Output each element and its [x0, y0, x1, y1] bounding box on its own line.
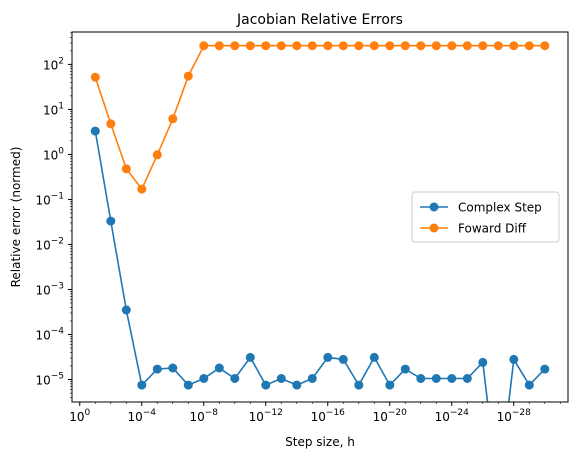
y-tick-label: 100 — [43, 146, 64, 162]
data-point — [90, 72, 100, 82]
x-axis-label: Step size, h — [285, 435, 355, 449]
x-tick-label: 10−4 — [127, 408, 156, 424]
data-point — [478, 357, 488, 367]
data-point — [292, 380, 302, 390]
data-point — [431, 374, 441, 383]
legend-label: Complex Step — [458, 201, 542, 215]
x-tick-label: 100 — [69, 408, 90, 424]
plot-frame — [71, 31, 569, 403]
data-point — [168, 363, 178, 373]
data-point — [493, 41, 503, 51]
data-point — [447, 374, 457, 383]
y-tick-label: 10−1 — [35, 191, 64, 207]
data-point — [199, 41, 209, 51]
y-tick-label: 10−2 — [35, 236, 64, 252]
data-point — [106, 119, 116, 129]
data-point — [152, 364, 162, 374]
data-point — [400, 364, 410, 374]
data-point — [230, 41, 240, 51]
data-point — [338, 41, 348, 51]
data-point — [462, 41, 472, 51]
x-tick-label: 10−12 — [249, 408, 283, 424]
data-point — [276, 41, 286, 51]
data-point — [323, 41, 333, 51]
data-point — [152, 150, 162, 160]
data-point — [462, 374, 472, 383]
y-tick-label: 10−4 — [35, 326, 64, 342]
x-axis: 100 10−4 10−8 10−12 10−16 10−20 10−24 10−28 — [69, 402, 561, 424]
data-point — [214, 41, 224, 51]
data-point — [90, 126, 100, 136]
legend: Complex Step Foward Diff — [411, 191, 560, 243]
data-point — [137, 380, 147, 390]
data-point — [524, 41, 534, 51]
data-point — [447, 41, 457, 51]
data-point — [292, 41, 302, 51]
data-point — [261, 41, 271, 51]
y-tick-label: 102 — [43, 56, 64, 72]
x-tick-label: 10−16 — [311, 408, 346, 424]
data-point — [509, 41, 519, 51]
data-point — [106, 216, 116, 226]
data-point — [416, 41, 426, 51]
x-tick-label: 10−28 — [497, 408, 532, 424]
data-point — [183, 380, 193, 390]
data-point — [121, 164, 131, 174]
legend-label: Foward Diff — [458, 222, 527, 236]
legend-swatch-marker — [429, 202, 439, 212]
data-point — [307, 41, 317, 51]
y-axis-label: Relative error (normed) — [9, 147, 23, 288]
data-point — [168, 114, 178, 124]
x-tick-label: 10−8 — [189, 408, 218, 424]
legend-box — [411, 191, 560, 243]
y-axis: 10−5 10−4 10−3 10−2 10−1 100 101 102 — [35, 32, 72, 398]
data-point — [199, 374, 209, 383]
data-point — [540, 41, 550, 51]
data-point — [478, 41, 488, 51]
data-point — [183, 71, 193, 81]
data-point — [137, 184, 147, 194]
data-point — [431, 41, 441, 51]
series-1 — [90, 41, 550, 194]
data-point — [354, 380, 364, 390]
data-point — [323, 352, 333, 362]
data-point — [121, 305, 131, 315]
data-point — [385, 41, 395, 51]
data-point — [307, 374, 317, 383]
data-point — [338, 354, 348, 364]
y-tick-label: 10−5 — [35, 371, 64, 387]
data-point — [416, 374, 426, 383]
data-point — [540, 364, 550, 374]
data-point — [230, 374, 240, 383]
x-tick-label: 10−20 — [373, 408, 408, 424]
data-point — [245, 41, 255, 51]
y-tick-label: 101 — [43, 101, 64, 117]
series-line — [94, 44, 545, 191]
legend-swatch-marker — [429, 223, 439, 233]
x-tick-label: 10−24 — [435, 408, 470, 424]
data-point — [400, 41, 410, 51]
data-point — [245, 352, 255, 362]
data-point — [261, 380, 271, 390]
data-point — [524, 380, 534, 390]
data-point — [369, 352, 379, 362]
data-point — [385, 380, 395, 390]
plot-area — [90, 41, 550, 402]
data-point — [354, 41, 364, 51]
data-point — [509, 354, 519, 364]
data-point — [214, 363, 224, 373]
data-point — [369, 41, 379, 51]
data-point — [276, 374, 286, 383]
series-0 — [90, 126, 550, 402]
y-tick-label: 10−3 — [35, 281, 64, 297]
chart-title: Jacobian Relative Errors — [236, 12, 403, 28]
